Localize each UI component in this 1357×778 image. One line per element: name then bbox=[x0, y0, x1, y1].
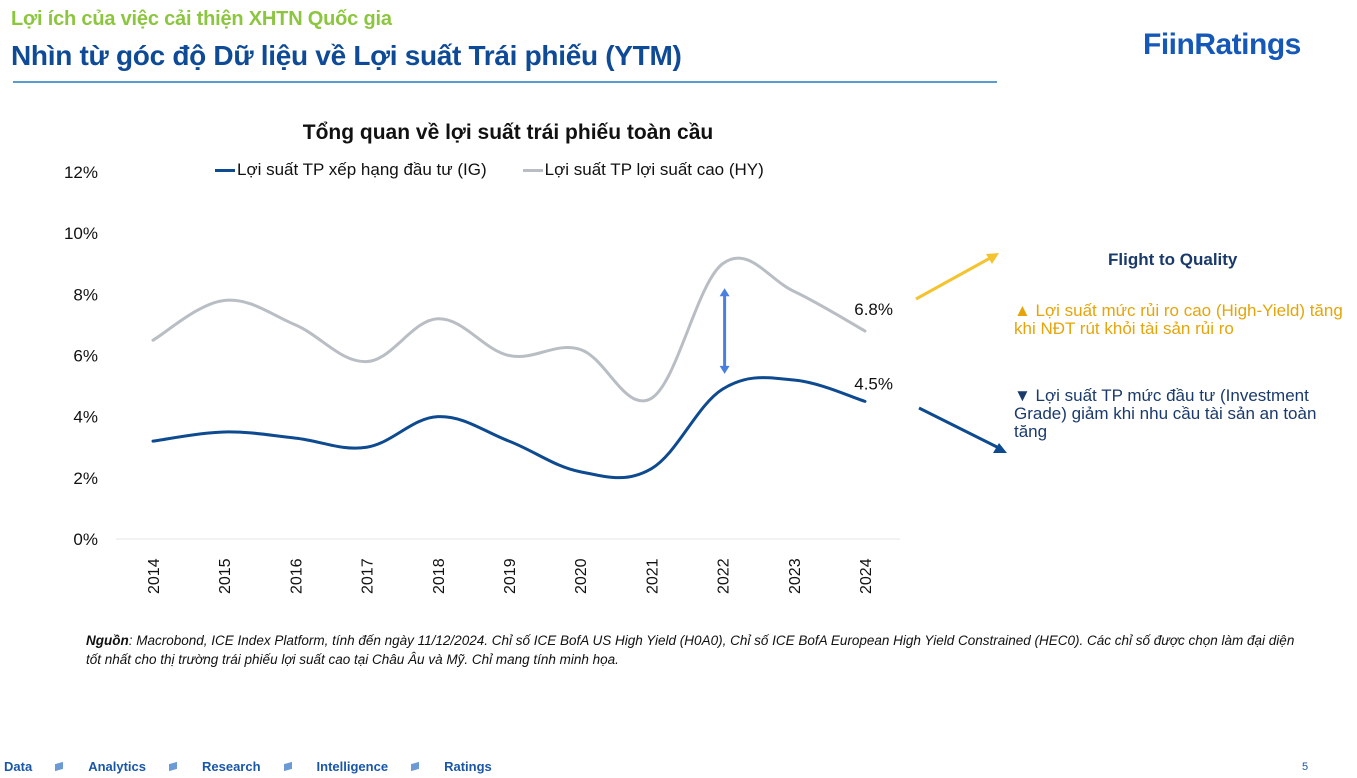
footer-separator-icon bbox=[411, 761, 420, 772]
y-tick-label: 0% bbox=[73, 530, 98, 549]
data-label-hy: 6.8% bbox=[854, 300, 893, 319]
y-tick-label: 6% bbox=[73, 347, 98, 366]
legend-label-ig: Lợi suất TP xếp hạng đầu tư (IG) bbox=[237, 160, 487, 179]
x-tick-label: 2017 bbox=[360, 558, 377, 594]
x-tick-label: 2023 bbox=[787, 558, 804, 594]
series-line-hy bbox=[151, 256, 867, 403]
spread-arrow-head-down bbox=[719, 365, 730, 374]
chart-legend: Lợi suất TP xếp hạng đầu tư (IG) Lợi suấ… bbox=[215, 160, 764, 180]
x-tick-label: 2018 bbox=[431, 558, 448, 594]
legend-swatch-ig bbox=[215, 168, 235, 172]
legend-item-ig: Lợi suất TP xếp hạng đầu tư (IG) bbox=[215, 160, 487, 180]
y-tick-label: 12% bbox=[64, 163, 98, 182]
x-tick-label: 2016 bbox=[288, 558, 305, 594]
legend-swatch-hy bbox=[522, 168, 543, 172]
footer-separator-icon bbox=[169, 761, 177, 772]
page-number: 5 bbox=[1302, 761, 1309, 773]
footer-item-analytics: Analytics bbox=[88, 759, 146, 774]
source-label: Nguồn bbox=[86, 633, 129, 648]
x-tick-label: 2015 bbox=[217, 558, 234, 594]
trend-up-arrow-shaft bbox=[915, 255, 993, 301]
x-tick-label: 2024 bbox=[858, 558, 875, 594]
callout-title: Flight to Quality bbox=[1108, 250, 1238, 269]
y-tick-label: 8% bbox=[73, 285, 98, 304]
y-tick-label: 4% bbox=[73, 408, 98, 427]
callout-investment-grade: ▼ Lợi suất TP mức đầu tư (Investment Gra… bbox=[1014, 386, 1317, 441]
footer-item-ratings: Ratings bbox=[444, 759, 492, 774]
footer-separator-icon bbox=[55, 761, 64, 772]
trend-down-arrow-icon bbox=[993, 443, 1007, 453]
x-tick-label: 2020 bbox=[573, 558, 590, 594]
legend-item-hy: Lợi suất TP lợi suất cao (HY) bbox=[522, 160, 764, 180]
footer-item-data: Data bbox=[4, 759, 33, 774]
footer-item-intelligence: Intelligence bbox=[316, 759, 389, 774]
legend-label-hy: Lợi suất TP lợi suất cao (HY) bbox=[544, 160, 764, 179]
series-line-ig bbox=[151, 376, 867, 480]
x-tick-label: 2014 bbox=[146, 558, 163, 594]
page-title: Nhìn từ góc độ Dữ liệu về Lợi suất Trái … bbox=[11, 40, 682, 71]
footer-separator-icon bbox=[283, 761, 292, 772]
footer-item-research: Research bbox=[202, 759, 261, 774]
source-note: Nguồn: Macrobond, ICE Index Platform, tí… bbox=[86, 631, 1296, 669]
section-subtitle: Lợi ích của việc cải thiện XHTN Quốc gia bbox=[11, 8, 392, 30]
y-tick-label: 10% bbox=[64, 224, 98, 243]
chart-title: Tổng quan về lợi suất trái phiếu toàn cầ… bbox=[302, 121, 714, 144]
x-tick-label: 2022 bbox=[716, 558, 733, 594]
callout-high-yield: ▲ Lợi suất mức rủi ro cao (High-Yield) t… bbox=[1014, 301, 1343, 338]
trend-up-arrow-icon bbox=[986, 253, 999, 264]
x-tick-label: 2021 bbox=[644, 558, 661, 594]
spread-arrow-head-up bbox=[719, 288, 730, 297]
y-tick-label: 2% bbox=[73, 469, 98, 488]
x-tick-label: 2019 bbox=[502, 558, 519, 594]
source-text: : Macrobond, ICE Index Platform, tính đế… bbox=[86, 633, 1295, 667]
trend-down-arrow-shaft bbox=[918, 406, 1000, 450]
fiinratings-logo: FiinRatings bbox=[1143, 28, 1301, 61]
footer-nav: Data Analytics Research Intelligence Rat… bbox=[4, 759, 492, 774]
title-divider bbox=[13, 81, 997, 83]
data-label-ig: 4.5% bbox=[854, 374, 893, 393]
